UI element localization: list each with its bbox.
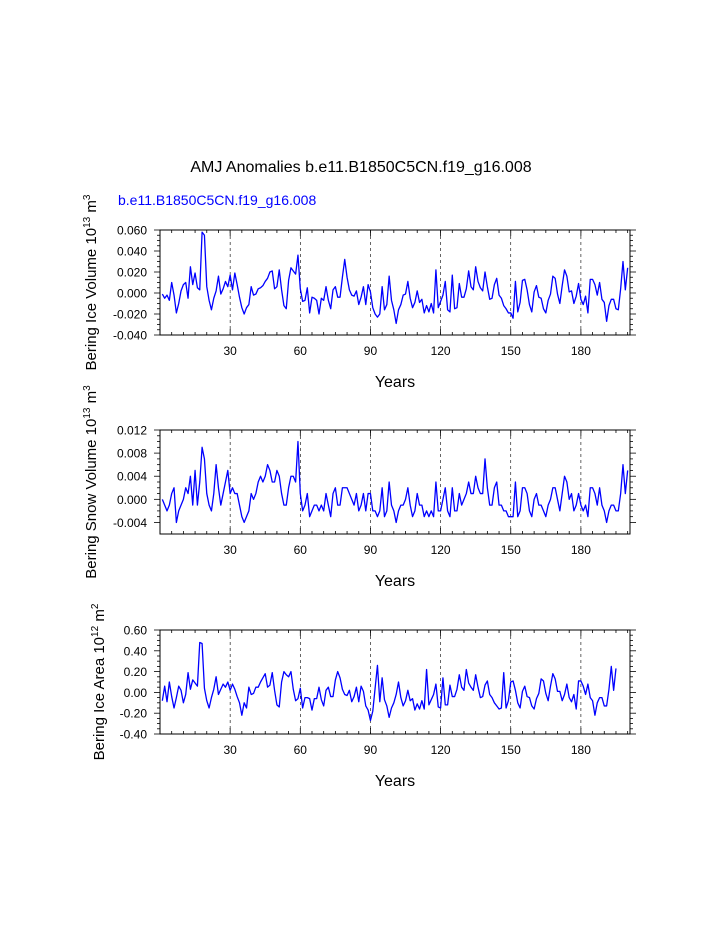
x-tick-label: 90 [364, 743, 378, 757]
y-axis-label: Bering Snow Volume 1013 m3 [82, 385, 100, 579]
y-axis-label-exp2: 3 [82, 385, 93, 391]
y-axis-label-base: Bering Ice Volume 10 [83, 228, 100, 371]
y-axis-label-mid: m [83, 200, 100, 217]
y-tick-label: -0.20 [120, 707, 148, 721]
y-tick-label: 0.060 [117, 224, 147, 238]
y-axis-label-base: Bering Ice Area 10 [91, 637, 108, 760]
y-tick-label: 0.20 [124, 665, 148, 679]
x-tick-label: 90 [364, 344, 378, 358]
x-tick-label: 30 [223, 543, 237, 557]
x-tick-label: 90 [364, 543, 378, 557]
x-tick-label: 60 [294, 543, 308, 557]
panel-3: 30 60 90 120 150 180 -0.40 -0.20 0.00 0.20 0.40 0.6… [90, 603, 636, 790]
y-tick-label: -0.020 [113, 308, 147, 322]
plot-frame [159, 629, 631, 735]
y-axis-label-base: Bering Snow Volume 10 [83, 419, 100, 579]
x-tick-label: 120 [431, 543, 451, 557]
y-tick-label: 0.012 [117, 424, 147, 438]
main-title: AMJ Anomalies b.e11.B1850C5CN.f19_g16.00… [190, 159, 531, 176]
x-tick-label: 30 [223, 344, 237, 358]
x-tick-label: 150 [501, 543, 521, 557]
panel-2: 30 60 90 120 150 180 -0.004 0.000 0.004 0.008 0.01… [82, 385, 636, 590]
x-tick-label: 60 [294, 743, 308, 757]
x-tick-label: 150 [501, 743, 521, 757]
y-axis-label: Bering Ice Area 1012 m2 [90, 603, 108, 760]
x-axis-label: Years [375, 573, 415, 590]
y-tick-label: 0.020 [117, 266, 147, 280]
panel-1: 30 60 90 120 150 180 -0.040 -0.020 0.000 0.020 0.0… [82, 194, 636, 391]
x-axis-label: Years [375, 374, 415, 391]
x-tick-label: 60 [294, 344, 308, 358]
subtitle: b.e11.B1850C5CN.f19_g16.008 [118, 192, 316, 208]
x-tick-label: 120 [431, 743, 451, 757]
y-tick-label: 0.000 [117, 287, 147, 301]
y-axis-label-exp2: 3 [82, 194, 93, 200]
y-tick-label: 0.004 [117, 470, 147, 484]
series-line [161, 641, 617, 722]
y-tick-label: 0.008 [117, 447, 147, 461]
y-axis-label-exp1: 13 [82, 216, 93, 228]
y-tick-label: -0.040 [113, 329, 147, 343]
y-axis-label-exp1: 12 [90, 625, 101, 637]
y-axis-label-exp1: 13 [82, 407, 93, 419]
y-tick-label: 0.40 [124, 644, 148, 658]
x-tick-label: 180 [571, 743, 591, 757]
x-tick-label: 180 [571, 344, 591, 358]
x-tick-label: 180 [571, 543, 591, 557]
series-line [161, 231, 629, 325]
y-axis-label-mid: m [83, 391, 100, 408]
y-tick-label: 0.000 [117, 493, 147, 507]
y-tick-label: 0.00 [124, 686, 148, 700]
y-tick-label: -0.004 [113, 516, 147, 530]
y-axis-label-mid: m [91, 609, 108, 626]
y-tick-label: 0.040 [117, 245, 147, 259]
x-tick-label: 150 [501, 344, 521, 358]
y-axis-label-exp2: 2 [90, 603, 101, 609]
y-tick-label: 0.60 [124, 624, 148, 638]
x-axis-label: Years [375, 773, 415, 790]
x-tick-label: 120 [431, 344, 451, 358]
y-axis-label: Bering Ice Volume 1013 m3 [82, 194, 100, 370]
x-tick-label: 30 [223, 743, 237, 757]
y-tick-label: -0.40 [120, 728, 148, 742]
series-line [161, 440, 629, 524]
chart-panels: 30 60 90 120 150 180 -0.040 -0.020 0.000 0.020 0.0… [82, 194, 636, 790]
